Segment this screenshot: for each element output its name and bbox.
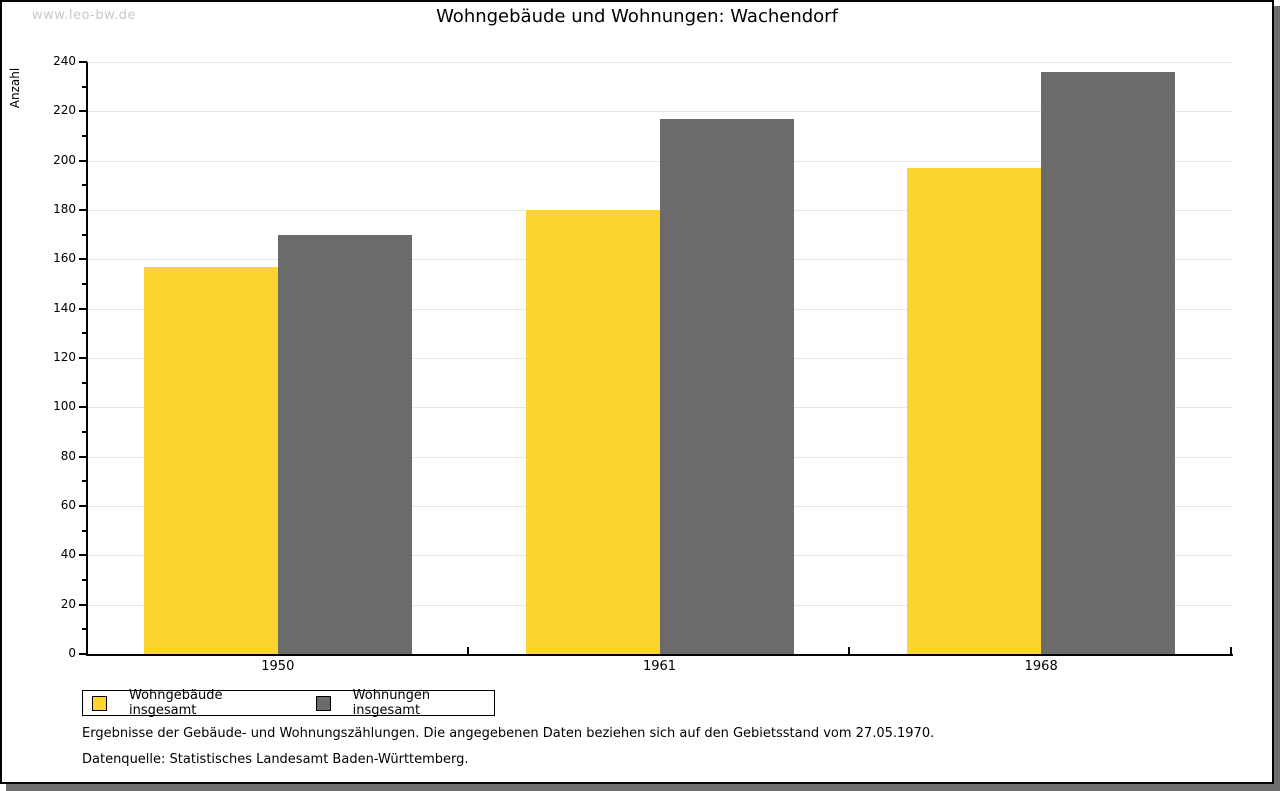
- bar-wohngebaeude-1968: [907, 168, 1042, 654]
- y-minor-tick: [82, 529, 87, 532]
- legend-item-wohngebaeude: Wohngebäude insgesamt: [92, 688, 286, 718]
- y-minor-tick: [82, 135, 87, 137]
- y-axis-line: [86, 62, 88, 656]
- watermark: www.leo-bw.de: [32, 8, 136, 23]
- y-tick: [79, 455, 87, 458]
- y-tick: [79, 603, 87, 606]
- legend: Wohngebäude insgesamt Wohnungen insgesam…: [82, 688, 495, 718]
- y-tick-label: 220: [53, 103, 76, 118]
- x-tick-label: 1968: [1024, 659, 1058, 674]
- y-minor-tick: [82, 283, 87, 285]
- y-minor-tick: [82, 579, 87, 581]
- x-tick-label: 1950: [261, 659, 295, 674]
- y-tick: [79, 307, 87, 310]
- y-tick-label: 60: [60, 498, 76, 512]
- bar-wohnungen-1968: [1041, 71, 1176, 654]
- y-minor-tick: [82, 233, 87, 236]
- chart-title: Wohngebäude und Wohnungen: Wachendorf: [436, 6, 838, 27]
- y-tick-label: 140: [53, 300, 76, 315]
- y-tick: [79, 61, 87, 63]
- legend-label: Wohnungen insgesamt: [352, 688, 431, 718]
- bar-wohngebaeude-1950: [143, 266, 278, 654]
- legend-swatch-gray: [315, 695, 331, 711]
- y-tick-label: 20: [60, 596, 76, 611]
- x-tick: [466, 647, 469, 654]
- gridline: [87, 111, 1232, 113]
- x-axis-line: [86, 654, 1233, 656]
- y-minor-tick: [82, 431, 87, 433]
- x-tick: [848, 647, 851, 654]
- y-tick-label: 200: [53, 152, 76, 167]
- y-tick: [79, 406, 87, 409]
- panel-shadow-bottom: [6, 784, 1274, 791]
- legend-label: Wohngebäude insgesamt: [129, 688, 223, 718]
- y-tick: [79, 110, 87, 113]
- y-tick-label: 100: [53, 399, 76, 414]
- panel-shadow-right: [1274, 6, 1280, 791]
- bar-wohngebaeude-1961: [525, 210, 660, 654]
- y-minor-tick: [82, 332, 87, 335]
- y-tick-label: 80: [60, 448, 76, 463]
- y-tick: [79, 505, 87, 507]
- y-minor-tick: [82, 480, 87, 483]
- y-tick-label: 120: [53, 350, 76, 364]
- x-tick: [1230, 647, 1232, 654]
- y-tick: [79, 159, 87, 162]
- footnote-gebietsstand: Ergebnisse der Gebäude- und Wohnungszähl…: [82, 726, 935, 741]
- y-tick-label: 240: [53, 54, 76, 68]
- y-minor-tick: [82, 85, 87, 88]
- y-tick: [79, 209, 87, 211]
- footnote-datenquelle: Datenquelle: Statistisches Landesamt Bad…: [82, 752, 469, 767]
- bar-wohnungen-1961: [659, 118, 794, 654]
- y-tick-label: 40: [60, 547, 76, 562]
- y-tick: [79, 653, 87, 655]
- y-tick-label: 180: [53, 202, 76, 216]
- legend-swatch-yellow: [92, 695, 107, 711]
- y-tick-label: 0: [68, 646, 76, 660]
- y-tick-label: 160: [53, 251, 76, 266]
- y-tick: [79, 554, 87, 557]
- y-minor-tick: [82, 184, 87, 187]
- gridline: [87, 62, 1232, 63]
- y-minor-tick: [82, 628, 87, 631]
- legend-item-wohnungen: Wohnungen insgesamt: [315, 688, 494, 718]
- x-tick-label: 1961: [642, 659, 677, 674]
- y-tick: [79, 258, 87, 261]
- bar-wohnungen-1950: [277, 234, 412, 654]
- y-tick: [79, 357, 87, 359]
- y-minor-tick: [82, 381, 87, 384]
